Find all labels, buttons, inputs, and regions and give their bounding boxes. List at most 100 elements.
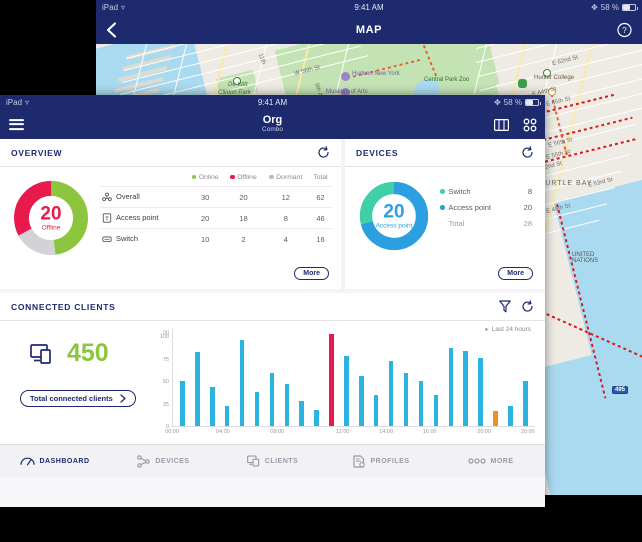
map-label: Clinton Park (218, 90, 251, 96)
chart-bar[interactable] (359, 376, 364, 426)
filter-funnel-icon[interactable] (499, 300, 511, 313)
overview-col-header-label: Offline (237, 174, 257, 181)
chart-bar[interactable] (448, 347, 454, 426)
chart-bar[interactable] (329, 334, 334, 426)
chart-x-tick: 12:00 (335, 429, 350, 435)
status-right: ✥ 58 % (494, 98, 541, 107)
poi-marker-bloomingdales[interactable] (548, 88, 556, 96)
legend-dot (440, 205, 445, 210)
overview-col-header (100, 171, 186, 187)
tab-dashboard[interactable]: DASHBOARD (0, 455, 109, 467)
chart-y-tick: 50 (162, 379, 169, 385)
overview-header: OVERVIEW (0, 139, 341, 167)
battery-icon (622, 4, 638, 11)
map-title: MAP (355, 23, 383, 36)
status-time: 9:41 AM (354, 3, 384, 12)
chart-bar[interactable] (493, 410, 498, 426)
devices-more-button[interactable]: More (498, 267, 533, 280)
chart-bar[interactable] (418, 381, 424, 426)
grid-apps-icon[interactable] (523, 118, 537, 132)
poi-marker-hudson[interactable] (341, 72, 350, 81)
chart-bar[interactable] (314, 409, 319, 426)
hamburger-menu-icon[interactable] (9, 117, 24, 133)
tab-label: CLIENTS (264, 457, 299, 465)
status-left: iPad ▿ (6, 98, 29, 107)
help-circle-icon[interactable]: ? (617, 22, 632, 37)
bluetooth-icon: ✥ (494, 98, 501, 107)
refresh-icon[interactable] (521, 300, 534, 313)
chart-bar[interactable] (478, 358, 483, 426)
map-label: NATIONS (572, 258, 599, 264)
overview-header-icons (317, 146, 330, 159)
chart-bar[interactable] (210, 386, 215, 426)
devices-card: DEVICES 20 Access poin (345, 139, 545, 289)
refresh-icon[interactable] (521, 146, 534, 159)
tab-devices[interactable]: DEVICES (109, 454, 218, 468)
map-label: Central Park Zoo (424, 77, 470, 83)
overview-row-label: Access point (116, 213, 159, 223)
overview-col-header-label: Online (198, 174, 219, 181)
overview-more-button[interactable]: More (294, 267, 329, 280)
chart-bar[interactable] (523, 380, 528, 426)
legend-dot (440, 221, 445, 226)
devices-more-wrap: More (498, 262, 533, 280)
chart-bar[interactable] (433, 394, 439, 426)
total-connected-clients-button[interactable]: Total connected clients (20, 390, 136, 407)
chart-bar[interactable] (403, 373, 409, 426)
overview-col-header: Total (309, 171, 332, 187)
chart-x-tick: 08:00 (270, 429, 285, 435)
chart-bar[interactable] (388, 360, 394, 426)
overview-more-wrap: More (294, 262, 329, 280)
chart-bar[interactable] (239, 339, 245, 426)
chevron-left-icon[interactable] (106, 21, 117, 38)
overview-table-wrap: Online Offline Dormant Total Overall 30 20 12 6… (100, 171, 332, 250)
time-range-selector[interactable]: ▸ Last 24 hours (485, 325, 531, 334)
chart-bar[interactable] (180, 381, 185, 426)
overview-row-label: Overall (116, 192, 140, 201)
chart-bar[interactable] (508, 405, 513, 426)
tab-profiles[interactable]: PROFILES (327, 454, 436, 468)
overview-cell: 4 (262, 228, 309, 250)
poi-marker-museum[interactable] (341, 88, 350, 97)
chart-bar[interactable] (373, 394, 379, 426)
chart-bar[interactable] (254, 392, 260, 426)
overview-row-label-cell: Switch (100, 228, 186, 250)
chart-bar[interactable] (284, 384, 290, 426)
chart-x-tick: 16:00 (422, 429, 437, 435)
overview-cell: 8 (262, 207, 309, 229)
chart-bar[interactable] (195, 352, 200, 426)
map-label: Hunter College (534, 75, 575, 81)
chart-bar[interactable] (463, 351, 468, 426)
chart-x-tick: 20:00 (477, 429, 492, 435)
devices-donut-center: 20 Access point (376, 202, 413, 230)
refresh-icon[interactable] (317, 146, 330, 159)
ov-donut-segment-dormant (14, 181, 88, 255)
overview-table-row[interactable]: Switch 10 2 4 16 (100, 228, 332, 250)
battery-percent: 58 % (503, 98, 522, 107)
chart-bar[interactable] (299, 401, 304, 426)
overview-donut-center: 20 Offline (40, 204, 61, 232)
overview-cell: 12 (262, 185, 309, 208)
poi-marker-zoo[interactable] (518, 79, 527, 88)
tab-clients[interactable]: CLIENTS (218, 455, 327, 467)
chart-bar[interactable] (344, 355, 349, 426)
map-icon[interactable] (494, 118, 509, 131)
overview-table-row[interactable]: Overall 30 20 12 62 (100, 185, 332, 208)
poi-marker-dewitt[interactable] (233, 77, 241, 85)
wifi-icon: ▿ (25, 97, 30, 107)
org-subtitle: Combo (262, 126, 283, 133)
map-label: Museum of Arts (326, 89, 368, 95)
overview-cell: 2 (224, 228, 263, 250)
devices-title: DEVICES (356, 147, 399, 158)
overview-table-row[interactable]: Access point 20 18 8 46 (100, 207, 332, 229)
poi-marker-hunter[interactable] (543, 69, 551, 77)
chart-bar[interactable] (224, 405, 230, 426)
overview-donut-chart: 20 Offline (12, 179, 90, 257)
devices-legend-value: 28 (523, 219, 532, 228)
chart-bar[interactable] (269, 373, 275, 426)
connected-clients-title: CONNECTED CLIENTS (11, 301, 116, 312)
status-right: ✥ 58 % (591, 3, 638, 12)
tab-more[interactable]: MORE (436, 458, 545, 465)
overview-row-label: Switch (116, 234, 139, 244)
status-left: iPad ▿ (102, 3, 125, 12)
